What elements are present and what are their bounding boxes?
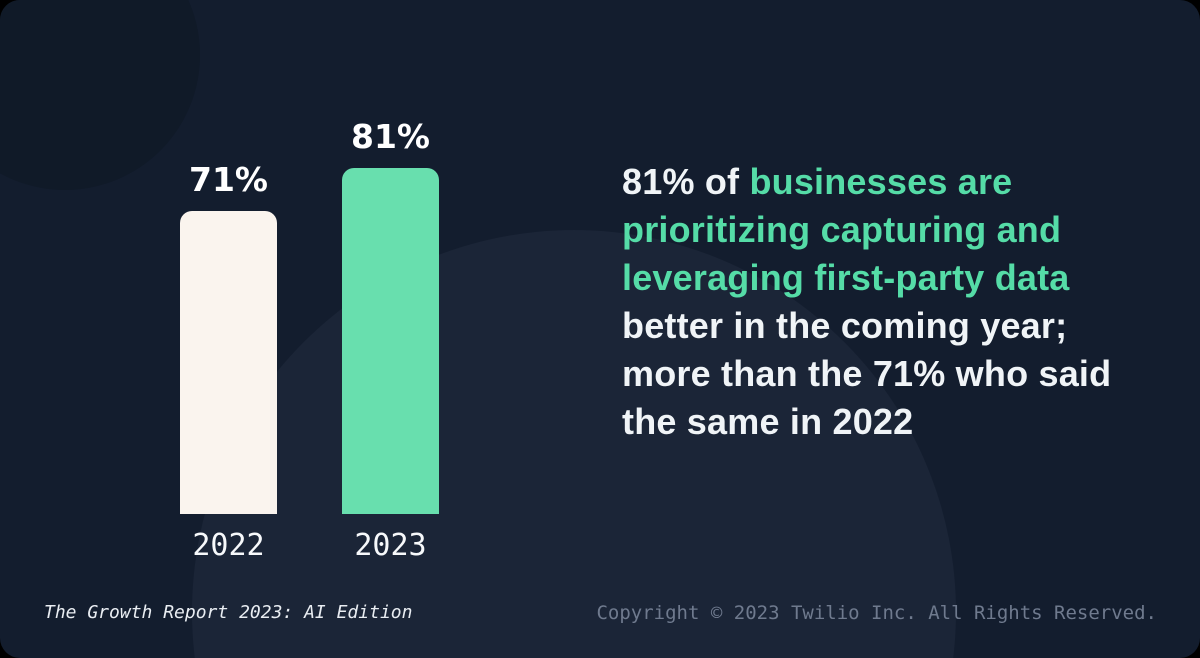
bar-2023 xyxy=(342,168,439,514)
bar-year-label: 2023 xyxy=(354,528,427,563)
headline-line: 81% of businesses are xyxy=(622,158,1152,206)
bar-year-label: 2022 xyxy=(192,528,265,563)
headline-segment: leveraging first-party data xyxy=(622,257,1070,298)
bar-value-label: 71% xyxy=(189,160,268,199)
headline-segment: prioritizing capturing and xyxy=(622,209,1062,250)
headline-line: prioritizing capturing and xyxy=(622,206,1152,254)
bar-group-2023: 81% 2023 xyxy=(342,117,439,563)
headline-segment: the same in 2022 xyxy=(622,401,914,442)
headline-line: more than the 71% who said xyxy=(622,350,1152,398)
headline-segment: more than the 71% who said xyxy=(622,353,1112,394)
headline-segment: businesses are xyxy=(749,161,1013,202)
bar-group-2022: 71% 2022 xyxy=(180,160,277,563)
headline: 81% of businesses are prioritizing captur… xyxy=(622,158,1152,446)
footer-report-title: The Growth Report 2023: AI Edition xyxy=(44,602,413,623)
bar-value-label: 81% xyxy=(351,117,430,156)
headline-line: better in the coming year; xyxy=(622,302,1152,350)
footer-copyright: Copyright © 2023 Twilio Inc. All Rights … xyxy=(596,602,1157,624)
corner-shade-decoration xyxy=(0,0,200,190)
headline-line: leveraging first-party data xyxy=(622,254,1152,302)
headline-segment: better in the coming year; xyxy=(622,305,1068,346)
bar-2022 xyxy=(180,211,277,514)
headline-line: the same in 2022 xyxy=(622,398,1152,446)
headline-segment: 81% of xyxy=(622,161,750,202)
